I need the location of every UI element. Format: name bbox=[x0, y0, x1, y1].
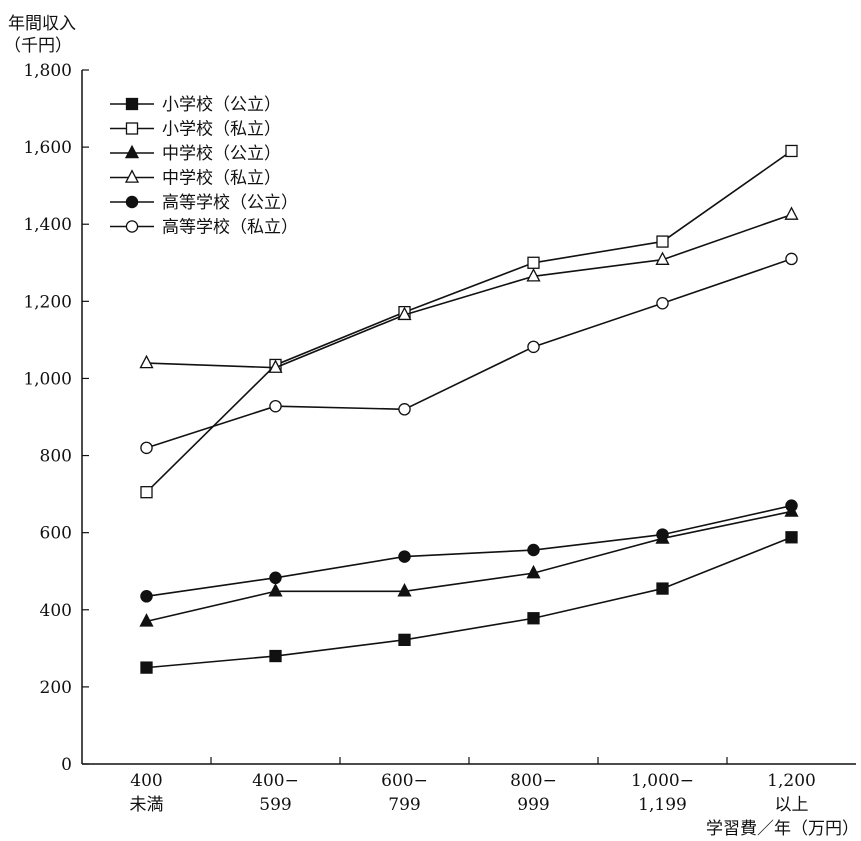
x-tick-label: 1,000− bbox=[631, 771, 694, 791]
y-tick-label: 1,000 bbox=[23, 369, 72, 389]
data-point bbox=[398, 403, 411, 416]
x-tick-label: 1,199 bbox=[638, 795, 687, 815]
data-point bbox=[526, 268, 541, 282]
data-point bbox=[139, 613, 154, 627]
legend-entry: 小学校（私立） bbox=[162, 120, 281, 140]
x-tick-label: 599 bbox=[259, 795, 291, 815]
x-tick-label: 1,200 bbox=[767, 771, 816, 791]
series-line-6 bbox=[146, 258, 792, 449]
data-point bbox=[656, 528, 669, 541]
x-tick-label: 600− bbox=[381, 771, 428, 791]
data-point bbox=[140, 590, 153, 603]
data-point bbox=[527, 612, 540, 625]
y-tick-label: 1,800 bbox=[23, 61, 72, 81]
y-tick-label: 1,400 bbox=[23, 215, 72, 235]
x-tick-label: 400− bbox=[252, 771, 299, 791]
legend-entry: 高等学校（公立） bbox=[162, 193, 298, 213]
y-tick-label: 600 bbox=[40, 524, 72, 544]
legend-entry: 高等学校（私立） bbox=[162, 218, 298, 238]
y-axis-label-line-2: （千円） bbox=[4, 36, 72, 56]
y-tick-label: 0 bbox=[61, 755, 72, 775]
data-point bbox=[784, 206, 799, 220]
data-point bbox=[785, 531, 798, 544]
legend-entry: 中学校（公立） bbox=[162, 144, 281, 164]
series-line-4 bbox=[146, 213, 792, 369]
data-point bbox=[268, 359, 283, 373]
x-tick-label: 400 bbox=[130, 771, 162, 791]
series-line-3 bbox=[146, 510, 792, 623]
legend-marker bbox=[125, 220, 139, 233]
data-point bbox=[656, 582, 669, 595]
x-axis-label: 学習費／年（万円） bbox=[706, 819, 859, 839]
legend-marker bbox=[125, 97, 139, 111]
legend-marker bbox=[124, 169, 140, 183]
data-point bbox=[526, 564, 541, 579]
data-point bbox=[655, 251, 670, 265]
x-tick-label: 799 bbox=[388, 795, 420, 815]
data-point bbox=[527, 543, 540, 557]
data-point bbox=[656, 235, 669, 248]
series-line-2 bbox=[145, 150, 792, 493]
data-point bbox=[140, 661, 153, 674]
data-point bbox=[397, 583, 412, 597]
data-point bbox=[140, 441, 153, 455]
x-tick-label: 以上 bbox=[775, 795, 809, 815]
series-line-1 bbox=[146, 536, 792, 669]
data-point bbox=[269, 649, 282, 663]
data-point bbox=[785, 144, 798, 158]
legend-entry: 中学校（私立） bbox=[162, 169, 281, 189]
data-point bbox=[656, 297, 669, 310]
data-point bbox=[268, 583, 283, 597]
legend-marker bbox=[125, 195, 139, 209]
y-tick-label: 200 bbox=[40, 678, 72, 698]
data-point bbox=[269, 399, 282, 413]
data-point bbox=[527, 256, 540, 269]
legend-entry: 小学校（公立） bbox=[162, 95, 281, 115]
data-point bbox=[139, 354, 154, 369]
data-point bbox=[397, 306, 412, 321]
data-point bbox=[398, 633, 411, 647]
data-point bbox=[398, 550, 411, 563]
y-tick-label: 800 bbox=[40, 447, 72, 467]
x-tick-label: 999 bbox=[517, 795, 549, 815]
data-point bbox=[527, 340, 540, 354]
legend-marker bbox=[124, 144, 140, 159]
series-line-5 bbox=[146, 504, 792, 598]
legend-marker bbox=[125, 122, 139, 135]
data-point bbox=[785, 252, 798, 266]
y-tick-label: 400 bbox=[40, 601, 72, 621]
x-tick-label: 未満 bbox=[130, 795, 164, 815]
data-point bbox=[785, 499, 798, 512]
x-tick-label: 800− bbox=[510, 771, 557, 791]
y-tick-label: 1,200 bbox=[23, 292, 72, 312]
y-axis-label-line-1: 年間収入 bbox=[8, 14, 76, 34]
y-tick-label: 1,600 bbox=[23, 138, 72, 158]
data-point bbox=[269, 571, 282, 585]
data-point bbox=[140, 486, 153, 499]
